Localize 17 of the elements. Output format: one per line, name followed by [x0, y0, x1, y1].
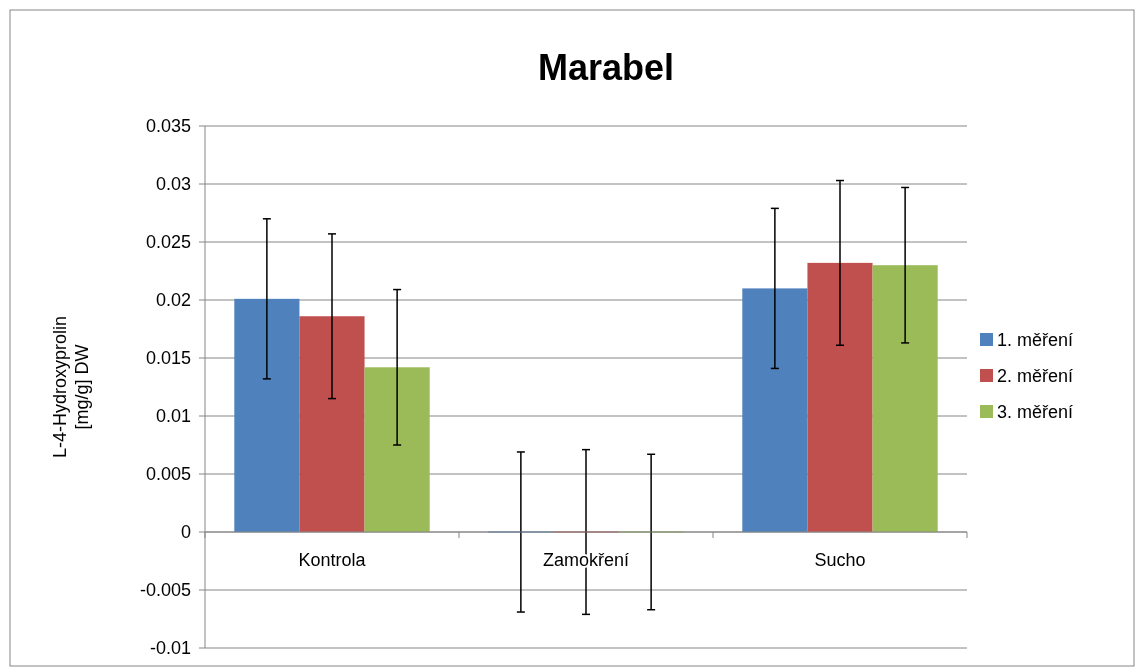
- legend-label: 1. měření: [997, 330, 1074, 351]
- y-tick-label: 0.005: [145, 464, 191, 485]
- y-tick-label: 0.015: [145, 348, 191, 369]
- legend-label: 2. měření: [997, 366, 1074, 387]
- y-axis-title: L-4-Hydroxyprolin [mg/g] DW: [50, 315, 92, 459]
- y-tick-label: 0.035: [145, 116, 191, 137]
- y-tick-label: 0.025: [145, 232, 191, 253]
- y-tick-label: -0.005: [139, 580, 191, 601]
- y-tick-label: 0.03: [155, 174, 191, 195]
- x-tick-label: Sucho: [814, 550, 866, 570]
- y-tick-label: 0.02: [155, 290, 191, 311]
- y-tick-label: -0.01: [149, 638, 191, 659]
- y-tick-label: 0.01: [155, 406, 191, 427]
- legend-label: 3. měření: [997, 402, 1074, 423]
- chart-title: Marabel: [537, 47, 675, 88]
- y-tick-label: 0: [180, 522, 191, 543]
- x-tick-label: Kontrola: [298, 550, 367, 570]
